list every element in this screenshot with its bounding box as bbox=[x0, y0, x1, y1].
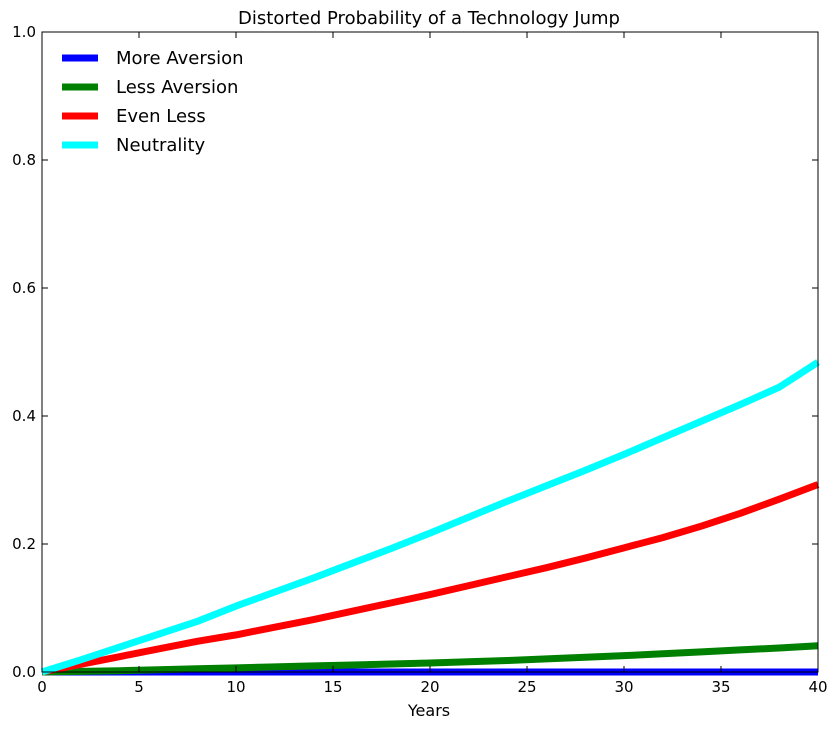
ticks-layer bbox=[41, 31, 819, 673]
y-tick-label: 0.2 bbox=[12, 535, 36, 553]
x-tick-label: 0 bbox=[37, 678, 47, 696]
series-line-neutrality bbox=[40, 359, 820, 676]
legend-label-less-aversion: Less Aversion bbox=[116, 77, 238, 98]
tick-labels-layer: 0 5 10 15 20 25 30 35 40 0.0 0.2 0.4 0.6 0.8 1.0 bbox=[12, 23, 827, 696]
legend-label-neutrality: Neutrality bbox=[116, 135, 205, 156]
x-tick-label: 25 bbox=[517, 678, 536, 696]
x-axis-label: Years bbox=[407, 701, 450, 720]
legend: More Aversion Less Aversion Even Less Neutr… bbox=[62, 48, 244, 156]
x-tick-label: 5 bbox=[134, 678, 144, 696]
chart-title: Distorted Probability of a Technology Ju… bbox=[238, 8, 620, 29]
series-line-less-aversion bbox=[41, 642, 819, 676]
x-tick-label: 30 bbox=[614, 678, 633, 696]
legend-label-even-less: Even Less bbox=[116, 106, 206, 127]
x-tick-label: 40 bbox=[808, 678, 827, 696]
y-tick-label: 0.6 bbox=[12, 279, 36, 297]
y-tick-label: 1.0 bbox=[12, 23, 36, 41]
x-tick-label: 10 bbox=[226, 678, 245, 696]
x-tick-label: 35 bbox=[711, 678, 730, 696]
series-line-even-less bbox=[41, 481, 820, 676]
y-tick-label: 0.8 bbox=[12, 151, 36, 169]
y-tick-label: 0.4 bbox=[12, 407, 36, 425]
y-tick-label: 0.0 bbox=[12, 663, 36, 681]
x-tick-label: 20 bbox=[420, 678, 439, 696]
legend-label-more-aversion: More Aversion bbox=[116, 48, 244, 69]
x-tick-label: 15 bbox=[323, 678, 342, 696]
